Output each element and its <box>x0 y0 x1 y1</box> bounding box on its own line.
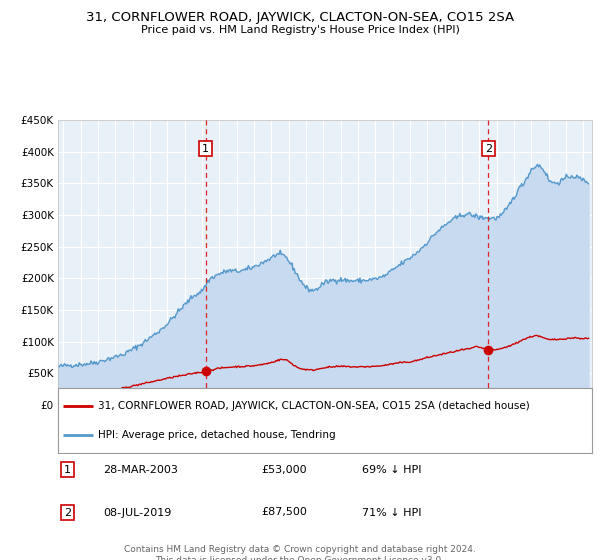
Text: 1: 1 <box>64 465 71 475</box>
Text: 28-MAR-2003: 28-MAR-2003 <box>103 465 178 475</box>
Text: £53,000: £53,000 <box>261 465 307 475</box>
Text: 71% ↓ HPI: 71% ↓ HPI <box>362 507 422 517</box>
Text: 08-JUL-2019: 08-JUL-2019 <box>103 507 172 517</box>
Text: 1: 1 <box>202 143 209 153</box>
Text: Contains HM Land Registry data © Crown copyright and database right 2024.
This d: Contains HM Land Registry data © Crown c… <box>124 545 476 560</box>
Text: 2: 2 <box>64 507 71 517</box>
Text: 69% ↓ HPI: 69% ↓ HPI <box>362 465 422 475</box>
Text: 31, CORNFLOWER ROAD, JAYWICK, CLACTON-ON-SEA, CO15 2SA: 31, CORNFLOWER ROAD, JAYWICK, CLACTON-ON… <box>86 11 514 24</box>
Text: HPI: Average price, detached house, Tendring: HPI: Average price, detached house, Tend… <box>98 431 335 441</box>
Text: 31, CORNFLOWER ROAD, JAYWICK, CLACTON-ON-SEA, CO15 2SA (detached house): 31, CORNFLOWER ROAD, JAYWICK, CLACTON-ON… <box>98 400 530 410</box>
Text: Price paid vs. HM Land Registry's House Price Index (HPI): Price paid vs. HM Land Registry's House … <box>140 25 460 35</box>
Text: £87,500: £87,500 <box>261 507 307 517</box>
Text: 2: 2 <box>485 143 492 153</box>
